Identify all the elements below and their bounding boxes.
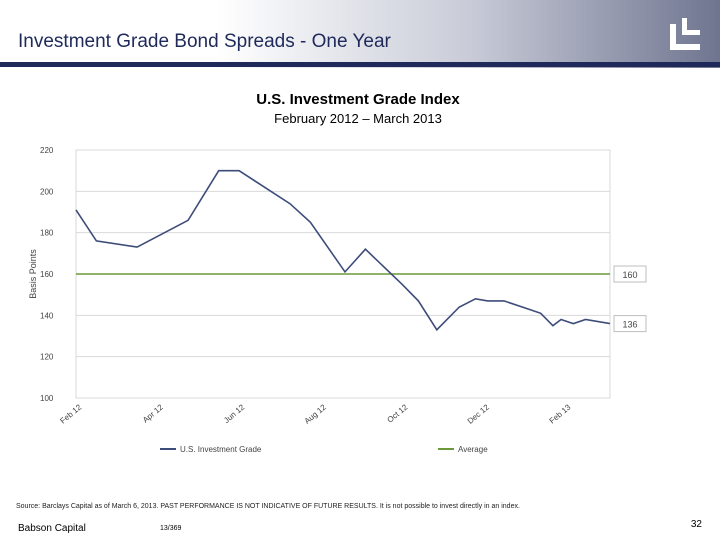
y-tick-label: 200 — [40, 187, 54, 196]
y-tick-label: 100 — [40, 394, 54, 403]
babson-logo-icon — [670, 18, 700, 50]
footer-code: 13/369 — [160, 525, 182, 532]
y-tick-label: 140 — [40, 311, 54, 320]
y-axis-label: Basis Points — [28, 249, 38, 299]
series-line-us-investment-grade — [75, 169, 611, 332]
y-tick-label: 220 — [40, 146, 54, 155]
callout-label: 136 — [622, 320, 637, 330]
y-tick-label: 120 — [40, 353, 54, 362]
x-tick-label: Feb 12 — [58, 402, 83, 425]
callout-box — [613, 265, 647, 283]
header-rule — [0, 62, 720, 67]
x-tick-label: Jun 12 — [222, 402, 247, 425]
y-tick-label: 180 — [40, 229, 54, 238]
chart-subtitle: February 2012 – March 2013 — [274, 111, 442, 126]
x-tick-label: Apr 12 — [141, 402, 165, 424]
chart-title: U.S. Investment Grade Index — [256, 91, 460, 108]
spread-chart: 100 120 140 160 180 200 220 Basis Points Feb 12 A… — [28, 146, 647, 454]
slide-header: Investment Grade Bond Spreads - One Year — [0, 0, 720, 68]
x-tick-label: Feb 13 — [548, 402, 573, 425]
source-note: Source: Barclays Capital as of March 6, … — [16, 503, 520, 510]
callout-label: 160 — [622, 270, 637, 280]
footer-company: Babson Capital — [18, 523, 86, 534]
callout-box — [613, 315, 647, 333]
page-number: 32 — [690, 519, 702, 530]
y-tick-label: 160 — [40, 270, 54, 279]
x-tick-label: Aug 12 — [303, 402, 329, 426]
legend-label-series: U.S. Investment Grade — [180, 445, 262, 454]
legend-label-average: Average — [458, 445, 488, 454]
slide-title: Investment Grade Bond Spreads - One Year — [18, 31, 391, 52]
x-tick-label: Dec 12 — [466, 402, 492, 426]
x-tick-label: Oct 12 — [386, 402, 410, 424]
